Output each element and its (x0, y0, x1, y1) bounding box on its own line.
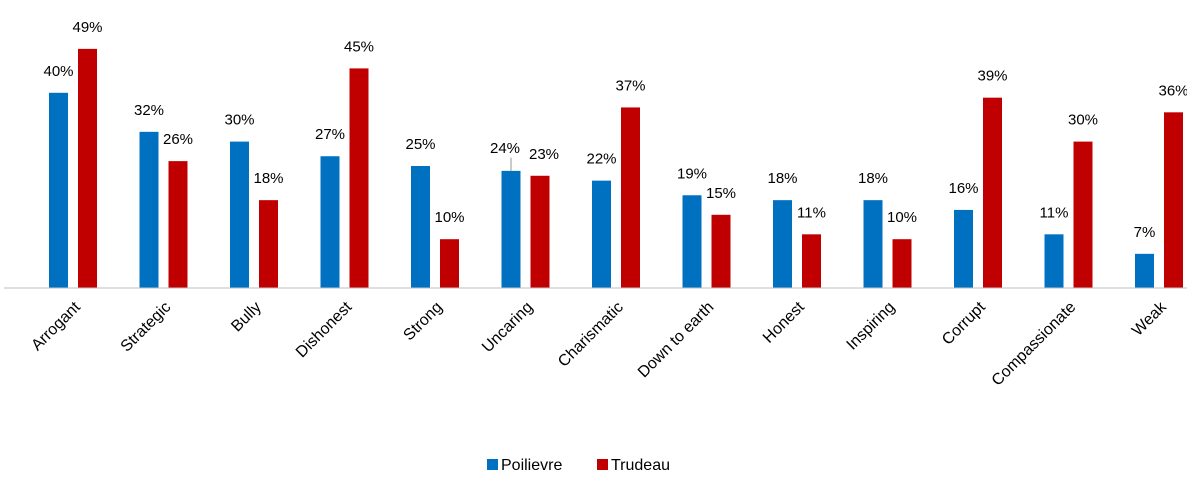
category-label-uncaring: Uncaring (479, 299, 536, 356)
category-label-inspiring: Inspiring (844, 299, 899, 354)
value-label-bully-poilievre: 30% (224, 112, 254, 129)
bars-layer (49, 48, 1183, 289)
value-label-down-to-earth-trudeau: 15% (706, 185, 736, 202)
bar-down-to-earth-poilievre (682, 195, 702, 288)
bar-uncaring-poilievre (501, 170, 521, 288)
category-label-charismatic: Charismatic (555, 299, 627, 371)
value-label-compassionate-poilievre: 11% (1040, 204, 1069, 221)
value-label-strategic-trudeau: 26% (163, 131, 193, 148)
bar-strategic-trudeau (168, 161, 188, 288)
value-labels-layer: 40% 49% 32% 26% 30% 18% 27% 45% 25% 10% 24% 23% 22% 3… (43, 19, 1187, 241)
bar-down-to-earth-trudeau (711, 214, 731, 288)
bar-strong-trudeau (440, 239, 459, 288)
bar-uncaring-trudeau (530, 175, 550, 288)
value-label-arrogant-trudeau: 49% (72, 19, 102, 36)
category-label-down-to-earth: Down to earth (635, 299, 717, 381)
value-label-down-to-earth-poilievre: 19% (677, 165, 707, 182)
bar-weak-poilievre (1135, 253, 1154, 288)
legend: Poilievre Trudeau (487, 457, 670, 474)
value-label-inspiring-poilievre: 18% (858, 170, 888, 187)
category-label-dishonest: Dishonest (293, 298, 356, 361)
bar-dishonest-poilievre (320, 156, 340, 288)
value-label-strong-poilievre: 25% (405, 136, 435, 153)
bar-honest-trudeau (802, 234, 821, 288)
category-label-corrupt: Corrupt (939, 298, 989, 348)
bar-compassionate-poilievre (1044, 234, 1064, 288)
value-label-inspiring-trudeau: 10% (887, 209, 917, 226)
bar-corrupt-poilievre (954, 209, 973, 288)
bar-strong-poilievre (411, 166, 430, 288)
category-labels-layer: Arrogant Strategic Bully Dishonest Strong Unc… (28, 298, 1170, 389)
value-label-weak-poilievre: 7% (1134, 224, 1156, 241)
value-label-arrogant-poilievre: 40% (43, 63, 73, 80)
category-label-honest: Honest (760, 298, 808, 346)
legend-label-poilievre: Poilievre (501, 457, 562, 474)
category-label-strong: Strong (400, 299, 445, 344)
legend-label-trudeau: Trudeau (611, 457, 670, 474)
value-label-honest-trudeau: 11% (797, 204, 826, 221)
value-label-uncaring-trudeau: 23% (529, 146, 559, 163)
bar-strategic-poilievre (139, 131, 159, 288)
category-label-bully: Bully (228, 299, 265, 336)
bar-inspiring-poilievre (863, 200, 883, 288)
value-label-compassionate-trudeau: 30% (1068, 112, 1098, 129)
value-label-corrupt-poilievre: 16% (948, 180, 978, 197)
legend-swatch-trudeau (597, 459, 608, 470)
value-label-corrupt-trudeau: 39% (977, 68, 1007, 85)
bar-arrogant-poilievre (49, 92, 68, 288)
value-label-dishonest-poilievre: 27% (315, 126, 345, 143)
bar-honest-poilievre (773, 200, 792, 288)
bar-weak-trudeau (1164, 112, 1183, 288)
value-label-bully-trudeau: 18% (253, 170, 283, 187)
category-label-compassionate: Compassionate (989, 299, 1080, 390)
legend-swatch-poilievre (487, 459, 498, 470)
bar-corrupt-trudeau (983, 97, 1002, 289)
value-label-strategic-poilievre: 32% (134, 102, 164, 119)
value-label-dishonest-trudeau: 45% (344, 38, 374, 55)
value-label-weak-trudeau: 36% (1158, 82, 1187, 99)
category-label-arrogant: Arrogant (28, 298, 84, 354)
value-label-charismatic-poilievre: 22% (586, 151, 616, 168)
category-label-strategic: Strategic (118, 299, 175, 356)
value-label-uncaring-poilievre: 24% (490, 140, 520, 157)
value-label-honest-poilievre: 18% (767, 170, 797, 187)
bar-compassionate-trudeau (1073, 141, 1093, 288)
bar-charismatic-trudeau (621, 107, 640, 288)
value-label-charismatic-trudeau: 37% (615, 77, 645, 94)
category-label-weak: Weak (1129, 298, 1170, 339)
bar-charismatic-poilievre (592, 180, 611, 288)
value-label-strong-trudeau: 10% (434, 209, 464, 226)
bar-arrogant-trudeau (78, 48, 97, 288)
bar-dishonest-trudeau (349, 68, 369, 289)
bar-bully-poilievre (230, 141, 249, 288)
bar-inspiring-trudeau (892, 239, 912, 288)
bar-bully-trudeau (259, 200, 278, 288)
